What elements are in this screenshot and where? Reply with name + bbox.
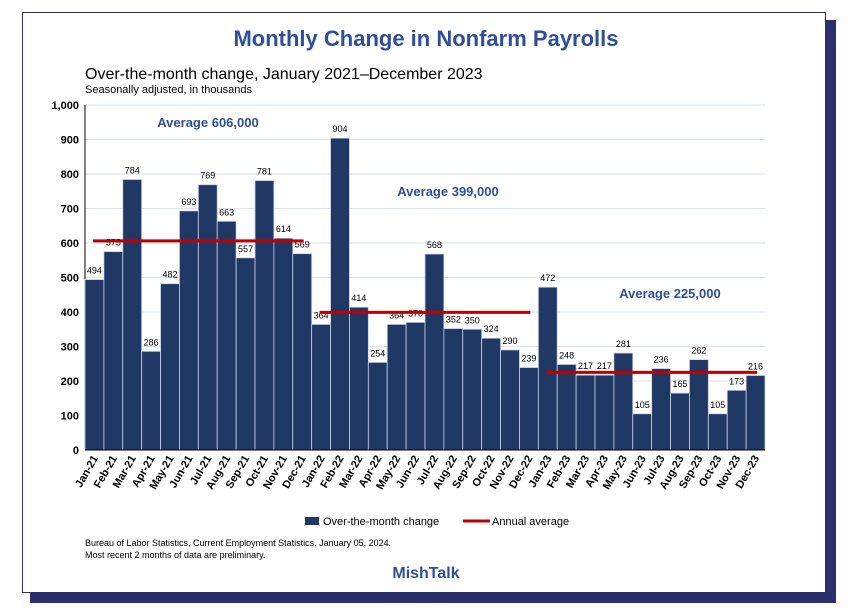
bar xyxy=(141,350,161,451)
data-label: 557 xyxy=(238,244,253,254)
bar xyxy=(103,251,124,451)
data-label: 482 xyxy=(162,270,177,280)
y-tick-label: 1,000 xyxy=(51,100,79,112)
bar xyxy=(537,286,558,451)
bar xyxy=(670,392,690,451)
data-label: 769 xyxy=(200,171,215,181)
data-label: 614 xyxy=(276,224,291,234)
bar xyxy=(254,180,275,451)
bar xyxy=(367,361,388,451)
data-label: 165 xyxy=(672,379,687,389)
bar xyxy=(386,324,407,451)
source-line: Most recent 2 months of data are prelimi… xyxy=(85,550,266,560)
data-label: 784 xyxy=(125,166,140,176)
chart-frame xyxy=(22,12,826,593)
y-tick-label: 300 xyxy=(61,342,79,354)
data-label: 105 xyxy=(710,400,725,410)
data-label: 663 xyxy=(219,207,234,217)
bar xyxy=(745,375,766,451)
bar xyxy=(556,364,577,451)
brand-logo: MishTalk xyxy=(392,565,460,582)
bar xyxy=(84,279,105,451)
chart-subtitle: Over-the-month change, January 2021–Dece… xyxy=(85,66,483,83)
data-label: 236 xyxy=(654,355,669,365)
bar xyxy=(216,220,237,451)
bar xyxy=(481,337,501,451)
legend-swatch-bars xyxy=(305,517,319,525)
bar xyxy=(179,210,199,451)
bar xyxy=(594,374,615,451)
data-label: 254 xyxy=(370,348,385,358)
data-label: 569 xyxy=(295,240,310,250)
data-label: 414 xyxy=(351,293,366,303)
legend-label: Over-the-month change xyxy=(323,516,439,528)
y-tick-label: 0 xyxy=(73,445,79,457)
y-tick-label: 400 xyxy=(61,307,79,319)
y-tick-label: 500 xyxy=(61,273,79,285)
source-line: Bureau of Labor Statistics, Current Empl… xyxy=(85,538,392,548)
bar xyxy=(292,253,313,451)
data-label: 781 xyxy=(257,167,272,177)
data-label: 693 xyxy=(181,197,196,207)
average-annotation: Average 399,000 xyxy=(397,184,498,199)
bar xyxy=(330,137,350,451)
bar xyxy=(235,257,256,451)
bar xyxy=(160,283,180,451)
average-annotation: Average 606,000 xyxy=(157,115,258,130)
data-label: 324 xyxy=(484,324,499,334)
bar xyxy=(707,413,728,451)
bar xyxy=(500,349,520,451)
bar xyxy=(632,413,653,451)
y-tick-label: 800 xyxy=(61,169,79,181)
data-label: 262 xyxy=(691,346,706,356)
average-annotation: Average 225,000 xyxy=(619,286,720,301)
bar xyxy=(349,306,369,451)
data-label: 281 xyxy=(616,339,631,349)
legend-label: Annual average xyxy=(492,516,569,528)
bar xyxy=(519,367,539,451)
data-label: 575 xyxy=(106,238,121,248)
bar xyxy=(443,328,464,451)
data-label: 364 xyxy=(389,310,404,320)
y-axis-label: Seasonally adjusted, in thousands xyxy=(85,84,252,96)
data-label: 364 xyxy=(314,310,329,320)
data-label: 352 xyxy=(446,315,461,325)
data-label: 217 xyxy=(597,361,612,371)
data-label: 494 xyxy=(87,266,102,276)
data-label: 472 xyxy=(540,273,555,283)
data-label: 286 xyxy=(144,337,159,347)
bar xyxy=(651,368,671,451)
data-label: 239 xyxy=(521,354,536,364)
data-label: 290 xyxy=(502,336,517,346)
bar xyxy=(613,352,634,451)
source-note: Bureau of Labor Statistics, Current Empl… xyxy=(85,537,391,561)
y-tick-label: 100 xyxy=(61,411,79,423)
chart-title: Monthly Change in Nonfarm Payrolls xyxy=(233,26,619,51)
bar xyxy=(726,389,747,451)
bar xyxy=(424,253,445,451)
data-label: 350 xyxy=(465,315,480,325)
bar xyxy=(122,179,143,451)
bar xyxy=(197,184,218,451)
data-label: 216 xyxy=(748,361,763,371)
bar xyxy=(273,237,294,451)
data-label: 904 xyxy=(332,124,347,134)
bar xyxy=(405,321,426,451)
bar xyxy=(462,328,483,451)
y-tick-label: 700 xyxy=(61,204,79,216)
data-label: 248 xyxy=(559,350,574,360)
data-label: 105 xyxy=(635,400,650,410)
y-tick-label: 200 xyxy=(61,376,79,388)
bar xyxy=(575,374,596,451)
data-label: 173 xyxy=(729,376,744,386)
y-tick-label: 900 xyxy=(61,135,79,147)
data-label: 217 xyxy=(578,361,593,371)
data-label: 568 xyxy=(427,240,442,250)
y-tick-label: 600 xyxy=(61,238,79,250)
bar xyxy=(311,324,331,451)
